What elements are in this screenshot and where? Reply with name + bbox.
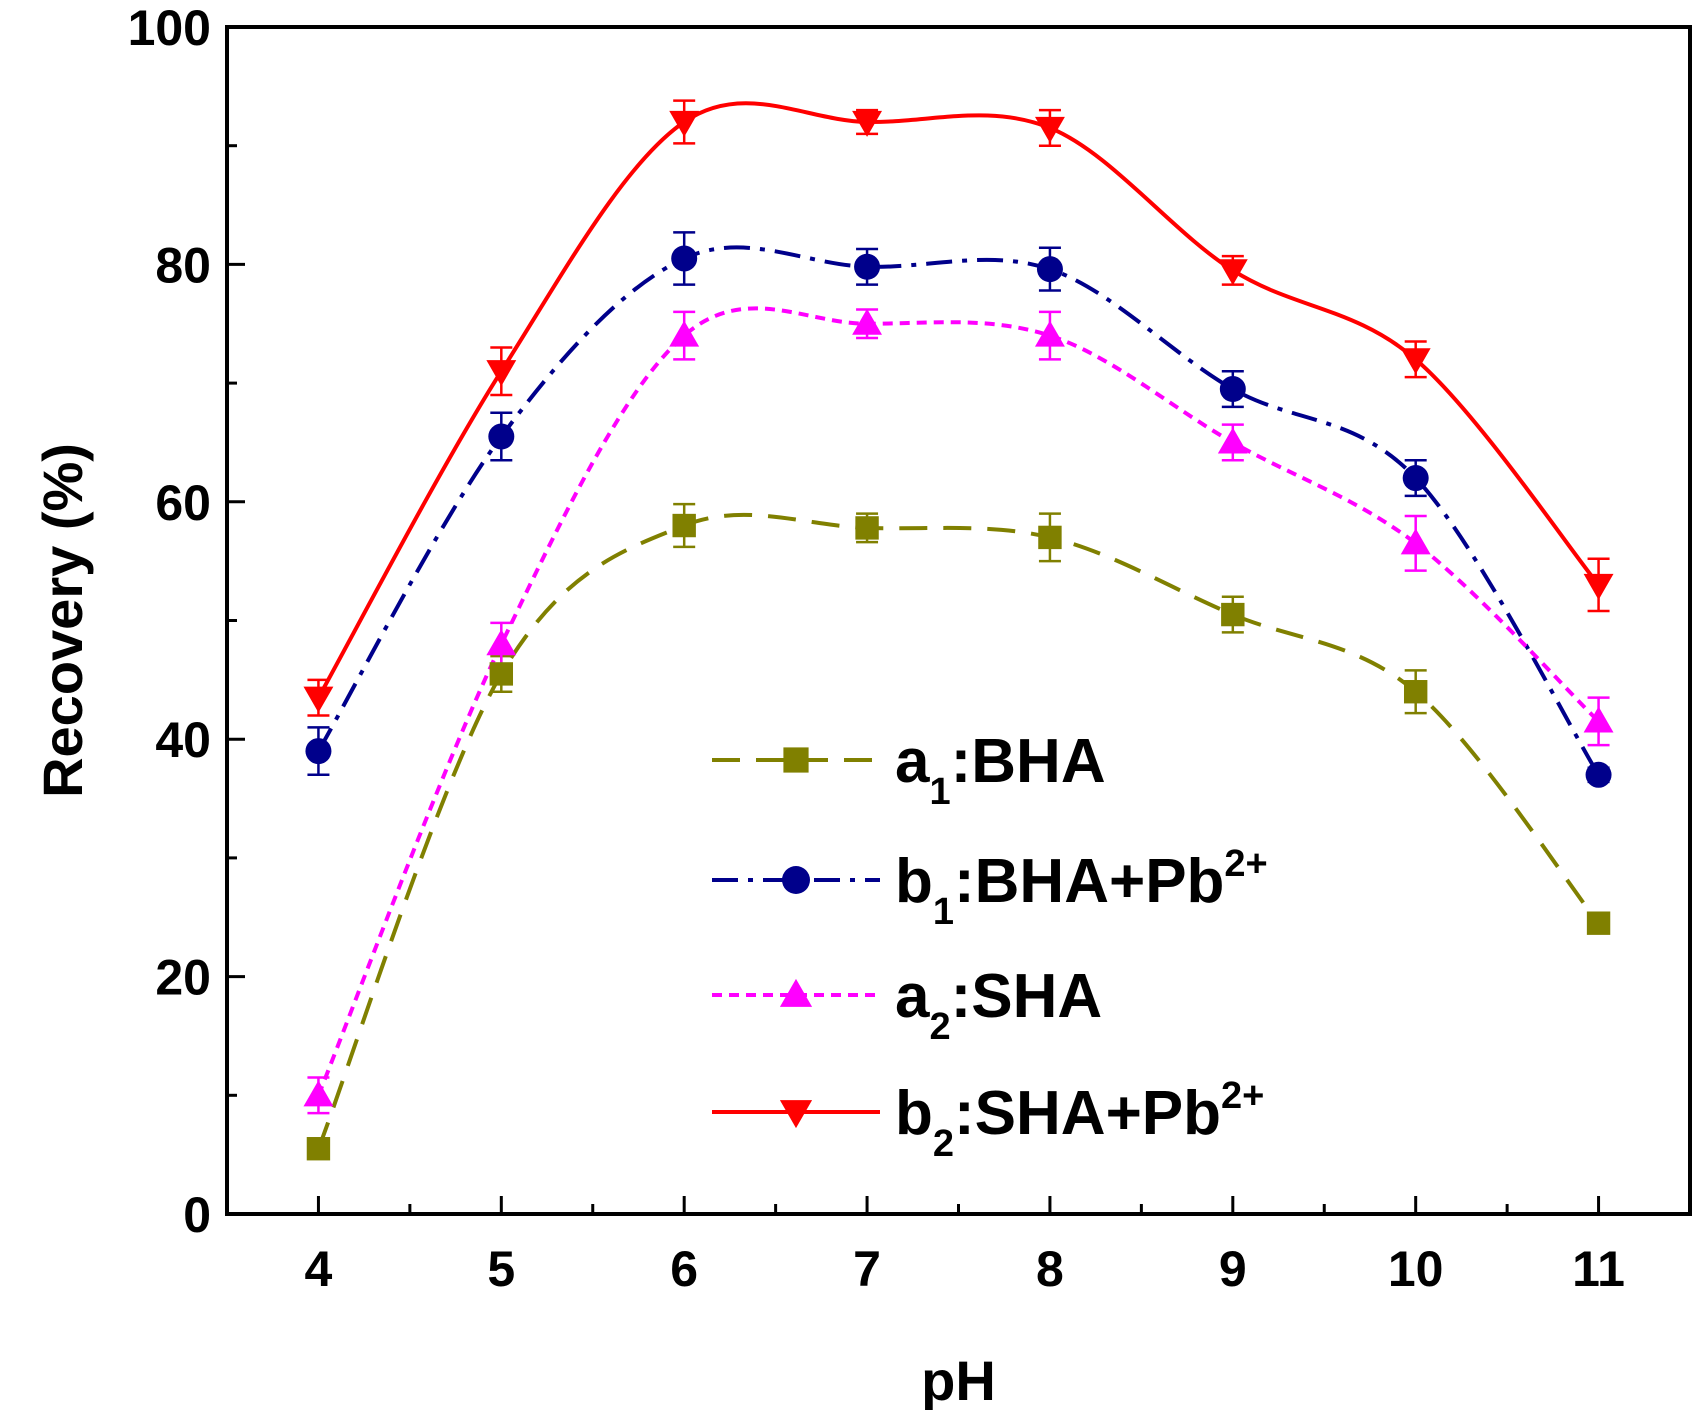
x-tick-label: 4 bbox=[305, 1241, 333, 1297]
data-point-b1 bbox=[854, 253, 881, 280]
data-point-b1 bbox=[1219, 376, 1246, 403]
y-tick-label: 40 bbox=[155, 712, 211, 768]
data-point-a1 bbox=[855, 516, 879, 540]
legend-label-b2: b2:SHA+Pb2+ bbox=[895, 1075, 1264, 1165]
data-point-a2 bbox=[1583, 706, 1614, 733]
data-point-a1 bbox=[1038, 525, 1062, 550]
data-point-b2 bbox=[303, 686, 334, 713]
y-tick-label: 20 bbox=[155, 950, 211, 1006]
data-point-a1 bbox=[489, 662, 514, 686]
data-point-b1 bbox=[305, 738, 332, 765]
legend-label-a2: a2:SHA bbox=[895, 962, 1102, 1048]
data-point-b1 bbox=[488, 423, 515, 450]
legend-marker-a1 bbox=[783, 747, 809, 773]
data-point-b2 bbox=[1583, 573, 1614, 600]
data-point-a2 bbox=[1400, 528, 1431, 555]
data-point-a2 bbox=[669, 320, 700, 347]
plot-frame bbox=[225, 25, 1692, 1216]
data-point-b1 bbox=[1585, 761, 1612, 788]
series-line-b2 bbox=[316, 101, 1601, 699]
y-axis-title: Recovery (%) bbox=[31, 443, 94, 798]
data-point-a1 bbox=[1403, 680, 1428, 704]
data-point-a2 bbox=[1217, 427, 1248, 454]
data-point-a2 bbox=[486, 629, 517, 656]
data-point-b2 bbox=[669, 110, 700, 137]
data-point-a1 bbox=[1221, 602, 1245, 627]
tick-labels: 4 5 6 7 8 9 10 11 0 20 40 60 80 100 bbox=[128, 0, 1625, 1297]
data-point-b2 bbox=[1034, 116, 1065, 143]
x-tick-label: 8 bbox=[1036, 1241, 1064, 1297]
y-tick-label: 80 bbox=[155, 237, 211, 293]
legend-label-b1: b1:BHA+Pb2+ bbox=[895, 843, 1268, 933]
y-tick-label: 100 bbox=[128, 0, 211, 56]
x-tick-label: 11 bbox=[1572, 1241, 1625, 1297]
x-axis-title: pH bbox=[921, 1349, 996, 1410]
data-point-b2 bbox=[486, 360, 517, 387]
data-point-b2 bbox=[1400, 348, 1431, 375]
data-markers bbox=[303, 110, 1614, 1161]
legend-marker-b2 bbox=[779, 1100, 813, 1129]
x-tick-label: 9 bbox=[1219, 1241, 1247, 1297]
series-line-a2 bbox=[316, 306, 1600, 1097]
data-point-a2 bbox=[852, 308, 883, 335]
x-tick-label: 6 bbox=[670, 1241, 698, 1297]
axis-ticks bbox=[227, 25, 1601, 1216]
data-point-a1 bbox=[1586, 911, 1611, 935]
y-tick-label: 60 bbox=[155, 475, 211, 531]
series-line-a1 bbox=[316, 512, 1601, 1150]
data-point-b2 bbox=[1217, 259, 1248, 286]
data-point-b1 bbox=[1402, 465, 1429, 492]
legend: a1:BHA b1:BHA+Pb2+ a2:SHA b2:SHA+Pb2+ bbox=[712, 727, 1268, 1165]
data-point-b2 bbox=[852, 110, 883, 137]
data-point-a1 bbox=[672, 513, 696, 538]
data-point-b1 bbox=[671, 245, 698, 272]
legend-marker-b1 bbox=[782, 866, 810, 894]
data-point-a2 bbox=[1034, 320, 1065, 347]
legend-label-a1: a1:BHA bbox=[895, 727, 1106, 813]
x-tick-label: 10 bbox=[1388, 1241, 1444, 1297]
data-point-a1 bbox=[306, 1137, 331, 1161]
legend-marker-a2 bbox=[779, 978, 813, 1007]
x-tick-label: 5 bbox=[487, 1241, 515, 1297]
x-tick-label: 7 bbox=[853, 1241, 881, 1297]
data-point-a2 bbox=[303, 1080, 334, 1107]
data-point-b1 bbox=[1036, 256, 1063, 283]
y-tick-label: 0 bbox=[183, 1187, 211, 1243]
